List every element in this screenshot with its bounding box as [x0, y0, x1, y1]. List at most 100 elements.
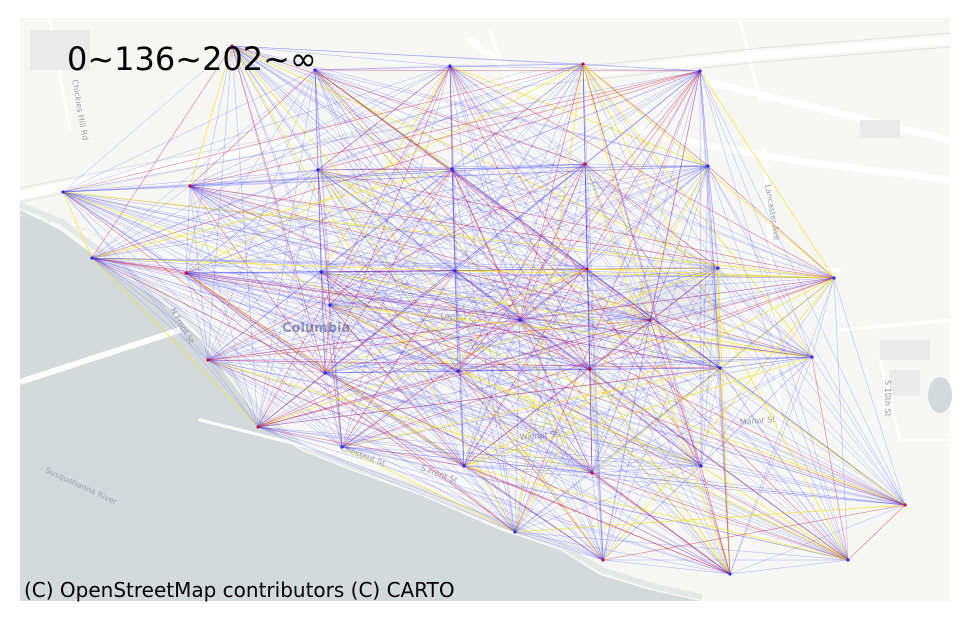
flow-line [207, 163, 586, 361]
flow-line [341, 270, 456, 448]
flow-line [314, 69, 906, 506]
flow-line [463, 70, 701, 467]
flow-line [454, 63, 584, 272]
flow-line [457, 370, 465, 467]
flow-line [449, 65, 835, 279]
flow-node [698, 69, 702, 73]
flow-line [317, 70, 701, 171]
flow-line [207, 268, 588, 361]
flow-line [314, 69, 516, 533]
flow-line [463, 465, 906, 506]
flow-line [91, 257, 259, 428]
flow-line [189, 163, 586, 187]
flow-line [314, 69, 319, 171]
flow-line [719, 367, 731, 575]
flow-line [324, 372, 343, 448]
flow-line [717, 267, 731, 575]
flow-nodes [61, 44, 907, 576]
flow-line [231, 45, 465, 467]
flow-line [589, 368, 906, 506]
flow-line [341, 268, 588, 448]
map-attribution: (C) OpenStreetMap contributors (C) CARTO [24, 578, 455, 602]
flow-line [329, 304, 516, 533]
flow-line [341, 356, 813, 448]
flow-line [185, 272, 813, 358]
flow-line [62, 191, 93, 259]
flow-line [584, 163, 731, 575]
flow-line [314, 69, 835, 279]
flow-node [585, 267, 589, 271]
flow-line [257, 426, 604, 561]
flow-line [591, 472, 731, 575]
flow-line [320, 271, 731, 575]
flow-line [582, 63, 651, 321]
flow-line [514, 356, 813, 533]
flow-line [329, 304, 604, 561]
flow-line [324, 65, 451, 374]
flow-line [582, 63, 849, 561]
flow-line [91, 257, 731, 575]
flow-line [324, 367, 721, 374]
flow-line [185, 185, 191, 274]
flow-line [519, 319, 721, 369]
flow-line [707, 165, 906, 506]
flow-line [324, 70, 701, 374]
flow-line [602, 504, 906, 561]
flow-line [185, 272, 721, 369]
flow-line [457, 70, 701, 372]
flow-line [189, 185, 331, 306]
flow-line [91, 69, 316, 259]
flow-line [589, 70, 701, 370]
flow-line [231, 45, 591, 370]
flow-line [185, 272, 593, 474]
flow-node [728, 572, 732, 576]
flow-line [451, 168, 849, 561]
flow-line [91, 168, 453, 259]
flow-line [257, 70, 701, 428]
flow-node [206, 358, 210, 362]
flow-line [185, 272, 604, 561]
flow-line [189, 65, 451, 187]
flow-line [341, 63, 584, 448]
flow-node [462, 464, 466, 468]
flow-line [317, 169, 835, 279]
flow-line [185, 272, 343, 448]
flow-line [314, 69, 721, 369]
flow-line [207, 359, 849, 561]
flow-line [514, 267, 719, 533]
flow-line [207, 359, 591, 370]
flow-line [454, 270, 731, 575]
flow-line [463, 165, 709, 467]
flow-line [463, 63, 584, 467]
flow-line [257, 169, 319, 428]
flow-line [586, 268, 591, 370]
flow-line [231, 45, 326, 374]
flow-line [91, 165, 709, 259]
flow-line [317, 169, 459, 372]
flow-line [62, 191, 604, 561]
flow-line [62, 191, 719, 269]
flow-line [62, 191, 651, 321]
flow-line [341, 446, 604, 561]
flow-node [581, 62, 585, 66]
flow-line [649, 277, 835, 321]
flow-line [514, 465, 702, 533]
flow-line [833, 277, 849, 561]
flow-line [185, 272, 835, 279]
flow-line [62, 69, 316, 193]
flow-line [514, 319, 521, 533]
flow-line [189, 185, 588, 270]
flow-line [324, 372, 702, 467]
flow-line [329, 268, 588, 306]
flow-line [586, 267, 719, 270]
flow-line [231, 45, 709, 167]
flow-line [185, 272, 326, 374]
flow-line [449, 65, 591, 370]
flow-line [317, 169, 322, 273]
flow-line [207, 359, 721, 369]
flow-line [317, 169, 521, 321]
flow-line [584, 163, 651, 321]
flow-line [451, 168, 906, 506]
flow-line [341, 446, 593, 474]
